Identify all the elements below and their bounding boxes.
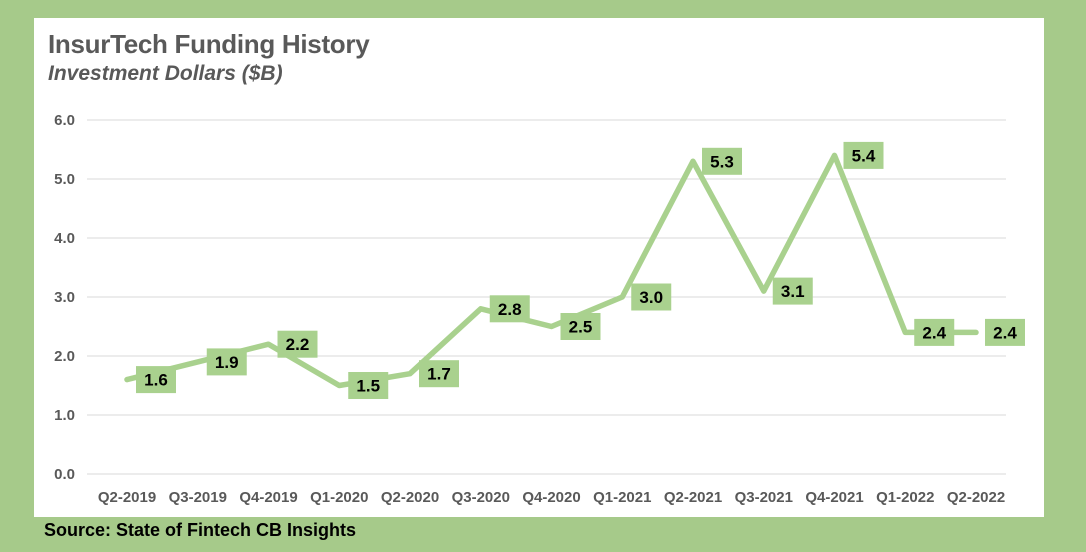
data-label: 2.4 <box>922 323 946 342</box>
data-label: 1.6 <box>144 371 168 390</box>
x-axis-tick-label: Q4-2020 <box>522 489 580 506</box>
x-axis-tick-label: Q2-2022 <box>947 489 1005 506</box>
chart-subtitle: Investment Dollars ($B) <box>48 62 283 85</box>
data-label: 5.3 <box>710 152 734 171</box>
data-label-box <box>985 318 1025 346</box>
data-label-box <box>419 360 459 388</box>
y-axis-tick-label: 1.0 <box>54 407 75 424</box>
x-axis-tick-label: Q4-2021 <box>805 489 863 506</box>
data-label: 1.7 <box>427 365 451 384</box>
data-label: 2.2 <box>286 335 310 354</box>
data-label-box <box>206 348 247 376</box>
chart-card: 0.0 1.0 2.0 3.0 4.0 5.0 6.0 Q2-2019 Q3-2019 Q4-20… <box>34 18 1044 517</box>
x-axis-tick-label: Q4-2019 <box>239 489 297 506</box>
data-label-box <box>277 330 318 358</box>
data-label-box <box>772 277 813 305</box>
source-note: Source: State of Fintech CB Insights <box>44 520 357 540</box>
x-axis-tick-label: Q3-2019 <box>169 489 227 506</box>
data-label: 3.1 <box>781 282 805 301</box>
data-label-box <box>348 372 389 399</box>
y-axis-tick-label: 4.0 <box>54 230 75 247</box>
chart-title: InsurTech Funding History <box>48 29 370 59</box>
y-axis-tick-label: 3.0 <box>54 289 75 306</box>
data-label: 3.0 <box>639 288 663 307</box>
data-label: 1.5 <box>356 377 380 396</box>
x-axis-tick-label: Q3-2021 <box>735 489 793 506</box>
x-axis-tick-label: Q2-2019 <box>98 489 156 506</box>
data-label-box <box>631 283 672 311</box>
data-label-box <box>843 141 884 169</box>
y-axis-tick-label: 0.0 <box>54 466 75 483</box>
x-axis-tick-label: Q1-2022 <box>876 489 934 506</box>
data-label-box <box>914 318 955 346</box>
data-label-box <box>489 295 530 323</box>
y-axis-tick-label: 6.0 <box>54 112 75 129</box>
data-label: 2.5 <box>569 318 593 337</box>
data-label-box <box>702 147 742 175</box>
data-label: 2.4 <box>993 323 1017 342</box>
data-label: 1.9 <box>215 353 239 372</box>
x-axis-tick-label: Q2-2020 <box>381 489 439 506</box>
y-axis-tick-label: 5.0 <box>54 171 75 188</box>
y-axis-tick-label: 2.0 <box>54 348 75 365</box>
data-label-box <box>136 366 176 394</box>
data-label: 2.8 <box>498 300 522 319</box>
x-axis-tick-label: Q1-2021 <box>593 489 651 506</box>
data-label: 5.4 <box>852 146 876 165</box>
data-label-box <box>560 313 601 340</box>
x-axis-tick-label: Q3-2020 <box>452 489 510 506</box>
x-axis-tick-label: Q1-2020 <box>310 489 368 506</box>
x-axis-tick-label: Q2-2021 <box>664 489 722 506</box>
funding-line-series <box>124 152 979 389</box>
funding-line-chart: 0.0 1.0 2.0 3.0 4.0 5.0 6.0 Q2-2019 Q3-2019 Q4-20… <box>54 112 1025 506</box>
